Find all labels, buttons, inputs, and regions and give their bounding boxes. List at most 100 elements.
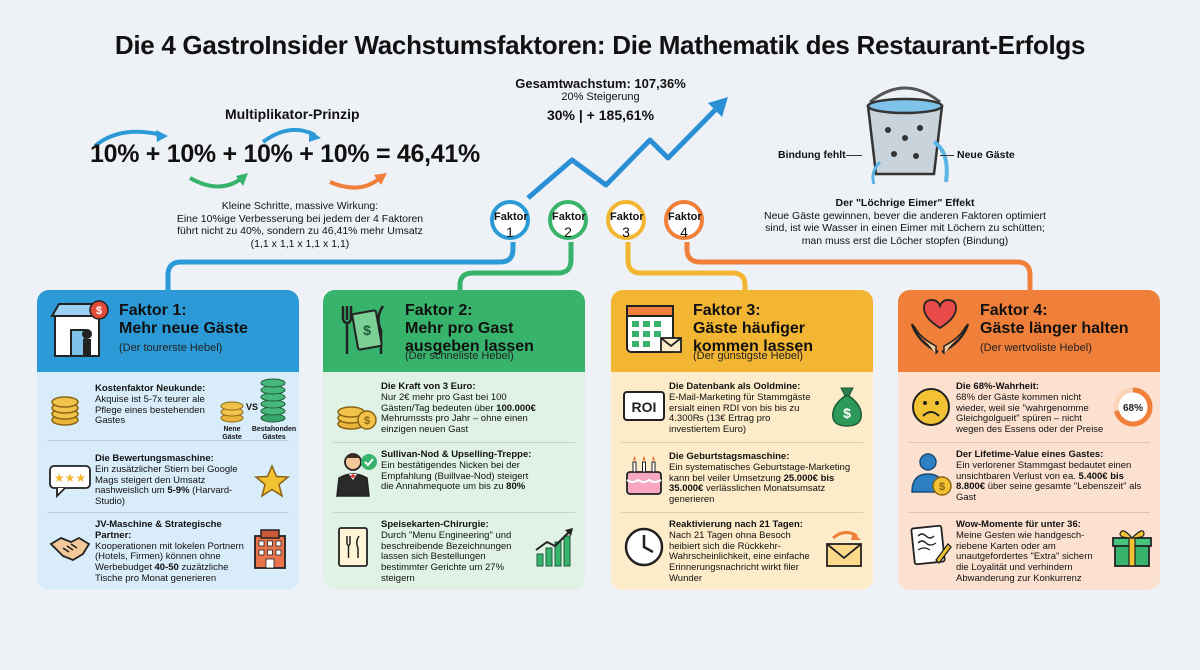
divider (333, 442, 575, 443)
bucket-heading: Der "Löchrige Eimer" Effekt (835, 197, 975, 209)
waiter-icon (336, 453, 377, 497)
svg-text:★★★: ★★★ (54, 471, 86, 485)
money-bag-icon: $ (832, 387, 862, 427)
connector-green (457, 242, 574, 290)
factor-card-subtitle: (Der tourerste Hebel) (119, 342, 223, 354)
factor-card-title-line2: Mehr neue Gäste (119, 320, 248, 337)
factor-card-header: $ Faktor 2: Mehr pro Gast ausgeben lasse… (323, 290, 585, 372)
mult-arrow-4 (329, 176, 382, 190)
factor-card-header: $ Faktor 1: Mehr neue Gäste (Der tourers… (37, 290, 299, 372)
card-item-highlight: 40-50 (154, 562, 179, 574)
card-item-highlight: 5.400€ bis 8.800€ (956, 470, 1124, 493)
growth-step: 20% Steigerung (561, 91, 640, 103)
roi-icon: ROI (623, 391, 665, 421)
card-item-text: Akquise ist 5-7x teurer ale Pflege eines… (95, 393, 205, 427)
divider (47, 440, 289, 441)
factor-card-title: Faktor 4: Gäste länger halten (980, 302, 1129, 338)
card-item-highlight: 5-9% (167, 485, 190, 497)
mult-arrow-1 (93, 129, 163, 148)
office-building-icon (254, 529, 286, 569)
svg-text:$: $ (363, 322, 371, 338)
card-item: Die Geburtstagsmaschine: Ein systematisc… (669, 451, 865, 506)
gift-box-icon (1112, 530, 1152, 567)
card-item-heading: Die 68%-Wahrheit: (956, 381, 1040, 392)
person-money-icon: $ (911, 453, 952, 496)
card-item-heading: Die Geburtstagsmaschine: (669, 451, 790, 462)
multiplier-heading: Multiplikator-Prinzip (225, 106, 360, 122)
mult-arrow-2 (189, 176, 244, 189)
card-item-text: Kooperationen mit lokelen Portnern (Hote… (95, 540, 244, 574)
storefront-icon: $ (50, 300, 109, 357)
factor-card-subtitle: (Der günstigste Hebel) (693, 350, 804, 362)
factor-circle-4[interactable]: Faktor 4 (664, 200, 704, 240)
coin-stack-icon (51, 396, 79, 426)
multiplier-note: Kleine Schritte, massive Wirkung: Eine 1… (150, 200, 450, 250)
factor-card-header: Faktor 3: Gäste häufiger kommen lassen (… (611, 290, 873, 372)
heart-hands-icon (910, 299, 970, 354)
factor-circle-3[interactable]: Faktor 3 (606, 200, 646, 240)
factor-card-title-line2: Gäste länger halten (980, 320, 1129, 337)
green-coin-stack-icon (260, 378, 286, 423)
bucket-label-right: Neue Gäste (957, 149, 1015, 161)
factor-circle-number: 2 (564, 224, 572, 240)
svg-text:$: $ (843, 405, 851, 421)
card-item-text-end: Mehrumssts pro Jahr – ohne einen einzige… (381, 413, 528, 436)
growth-summary: Gesamtwachstum: 107,36% 20% Steigerung 3… (498, 76, 703, 123)
multiplier-note-line3: (1,1 x 1,1 x 1,1 x 1,1) (250, 237, 350, 250)
card-item-text: Ein bestätigendes Nicken bei der Empfahl… (381, 459, 529, 493)
bucket-label-line-right (940, 155, 954, 156)
new-guests-label: Nene Gäste (222, 426, 242, 441)
card-item: Sullivan-Nod & Upselling-Treppe: Ein bes… (381, 449, 541, 493)
factor-circle-label: Faktor (552, 211, 586, 223)
card-item: Reaktivierung nach 21 Tagen: Nach 21 Tag… (669, 519, 819, 585)
clock-icon (624, 527, 664, 567)
card-item-heading: Sullivan-Nod & Upselling-Treppe: (381, 449, 532, 460)
factor-circle-1[interactable]: Faktor 1 (490, 200, 530, 240)
connector-yellow (625, 242, 748, 290)
svg-text:$: $ (939, 481, 945, 493)
growth-arrow-head (708, 97, 728, 117)
card-item: Die Datenbank als Ooldmine: E-Mail-Marke… (669, 381, 819, 436)
card-item-text-end: über seine gesamte "Lebenszeit" als Gast (956, 481, 1142, 504)
handwritten-note-icon (910, 524, 952, 566)
card-item: JV-Maschine & Strategische Partner: Koop… (95, 519, 245, 585)
growth-arrow (526, 101, 724, 200)
factor-card-title-line3: ausgeben lassen (405, 338, 534, 355)
factor-card-subtitle: (Der schneliste Hebel) (405, 350, 514, 362)
factor-card-subtitle: (Der wertvoliste Hebel) (980, 342, 1092, 354)
bucket-line3: man muss erst die Löcher stopfen (Bindun… (801, 234, 1009, 247)
bucket-line1: Neue Gäste gewinnen, bever die anderen F… (764, 209, 1046, 222)
envelope-arrow-icon (826, 531, 862, 567)
small-coin-stack-icon (220, 401, 244, 423)
page-title: Die 4 GastroInsider Wachstumsfaktoren: D… (114, 30, 1086, 60)
card-item-highlight: 100.000€ (496, 402, 536, 414)
card-item-highlight: 80% (506, 481, 526, 493)
menu-card-icon (338, 527, 368, 567)
sad-face-icon (912, 388, 950, 426)
card-item: Wow-Momente für unter 36: Meine Gesten w… (956, 519, 1106, 585)
card-item-heading: Kostenfaktor Neukunde: (95, 383, 206, 394)
factor-card-title-line1: Faktor 1: (119, 302, 187, 319)
card-item-heading: JV-Maschine & Strategische Partner: (95, 519, 222, 541)
card-item-text-end: verlässlichen Monatsumsatz generieren (669, 483, 826, 506)
percent-ring-icon: 68% (1113, 387, 1153, 427)
multiplier-note-line2: führt nicht zu 40%, sondern zu 46,41% me… (177, 225, 423, 237)
factor-card-title-line1: Faktor 4: (980, 302, 1048, 319)
percent-ring-label: 68% (1123, 403, 1143, 414)
card-item-heading: Die Bewertungsmaschine: (95, 453, 214, 464)
factor-circle-2[interactable]: Faktor 2 (548, 200, 588, 240)
multiplier-note-line1: Eine 10%ige Verbesserung bei jedem der 4… (176, 212, 424, 225)
bucket-line2: sind, ist wie Wasser in einen Eimer mit … (765, 222, 1045, 234)
calendar-icon (626, 305, 682, 353)
card-item-heading: Speisekarten-Chirurgie: (381, 519, 489, 530)
card-item-text: Nach 21 Tagen ohna Besoch heibiert sich … (669, 529, 810, 584)
star-rating-icon: ★★★ (49, 465, 91, 499)
card-item-text: Meine Gesten wie handgesch-riebene Karte… (956, 529, 1093, 584)
factor-card-header: Faktor 4: Gäste länger halten (Der wertv… (898, 290, 1160, 372)
birthday-cake-icon (626, 456, 662, 495)
existing-guests-label: Bestahonden Gästes (251, 426, 297, 441)
growth-result: 30% | + 185,61% (546, 107, 655, 123)
divider (621, 442, 863, 443)
card-item-text: E-Mail-Marketing für Stammgäste ersialt … (669, 391, 811, 436)
divider (621, 512, 863, 513)
